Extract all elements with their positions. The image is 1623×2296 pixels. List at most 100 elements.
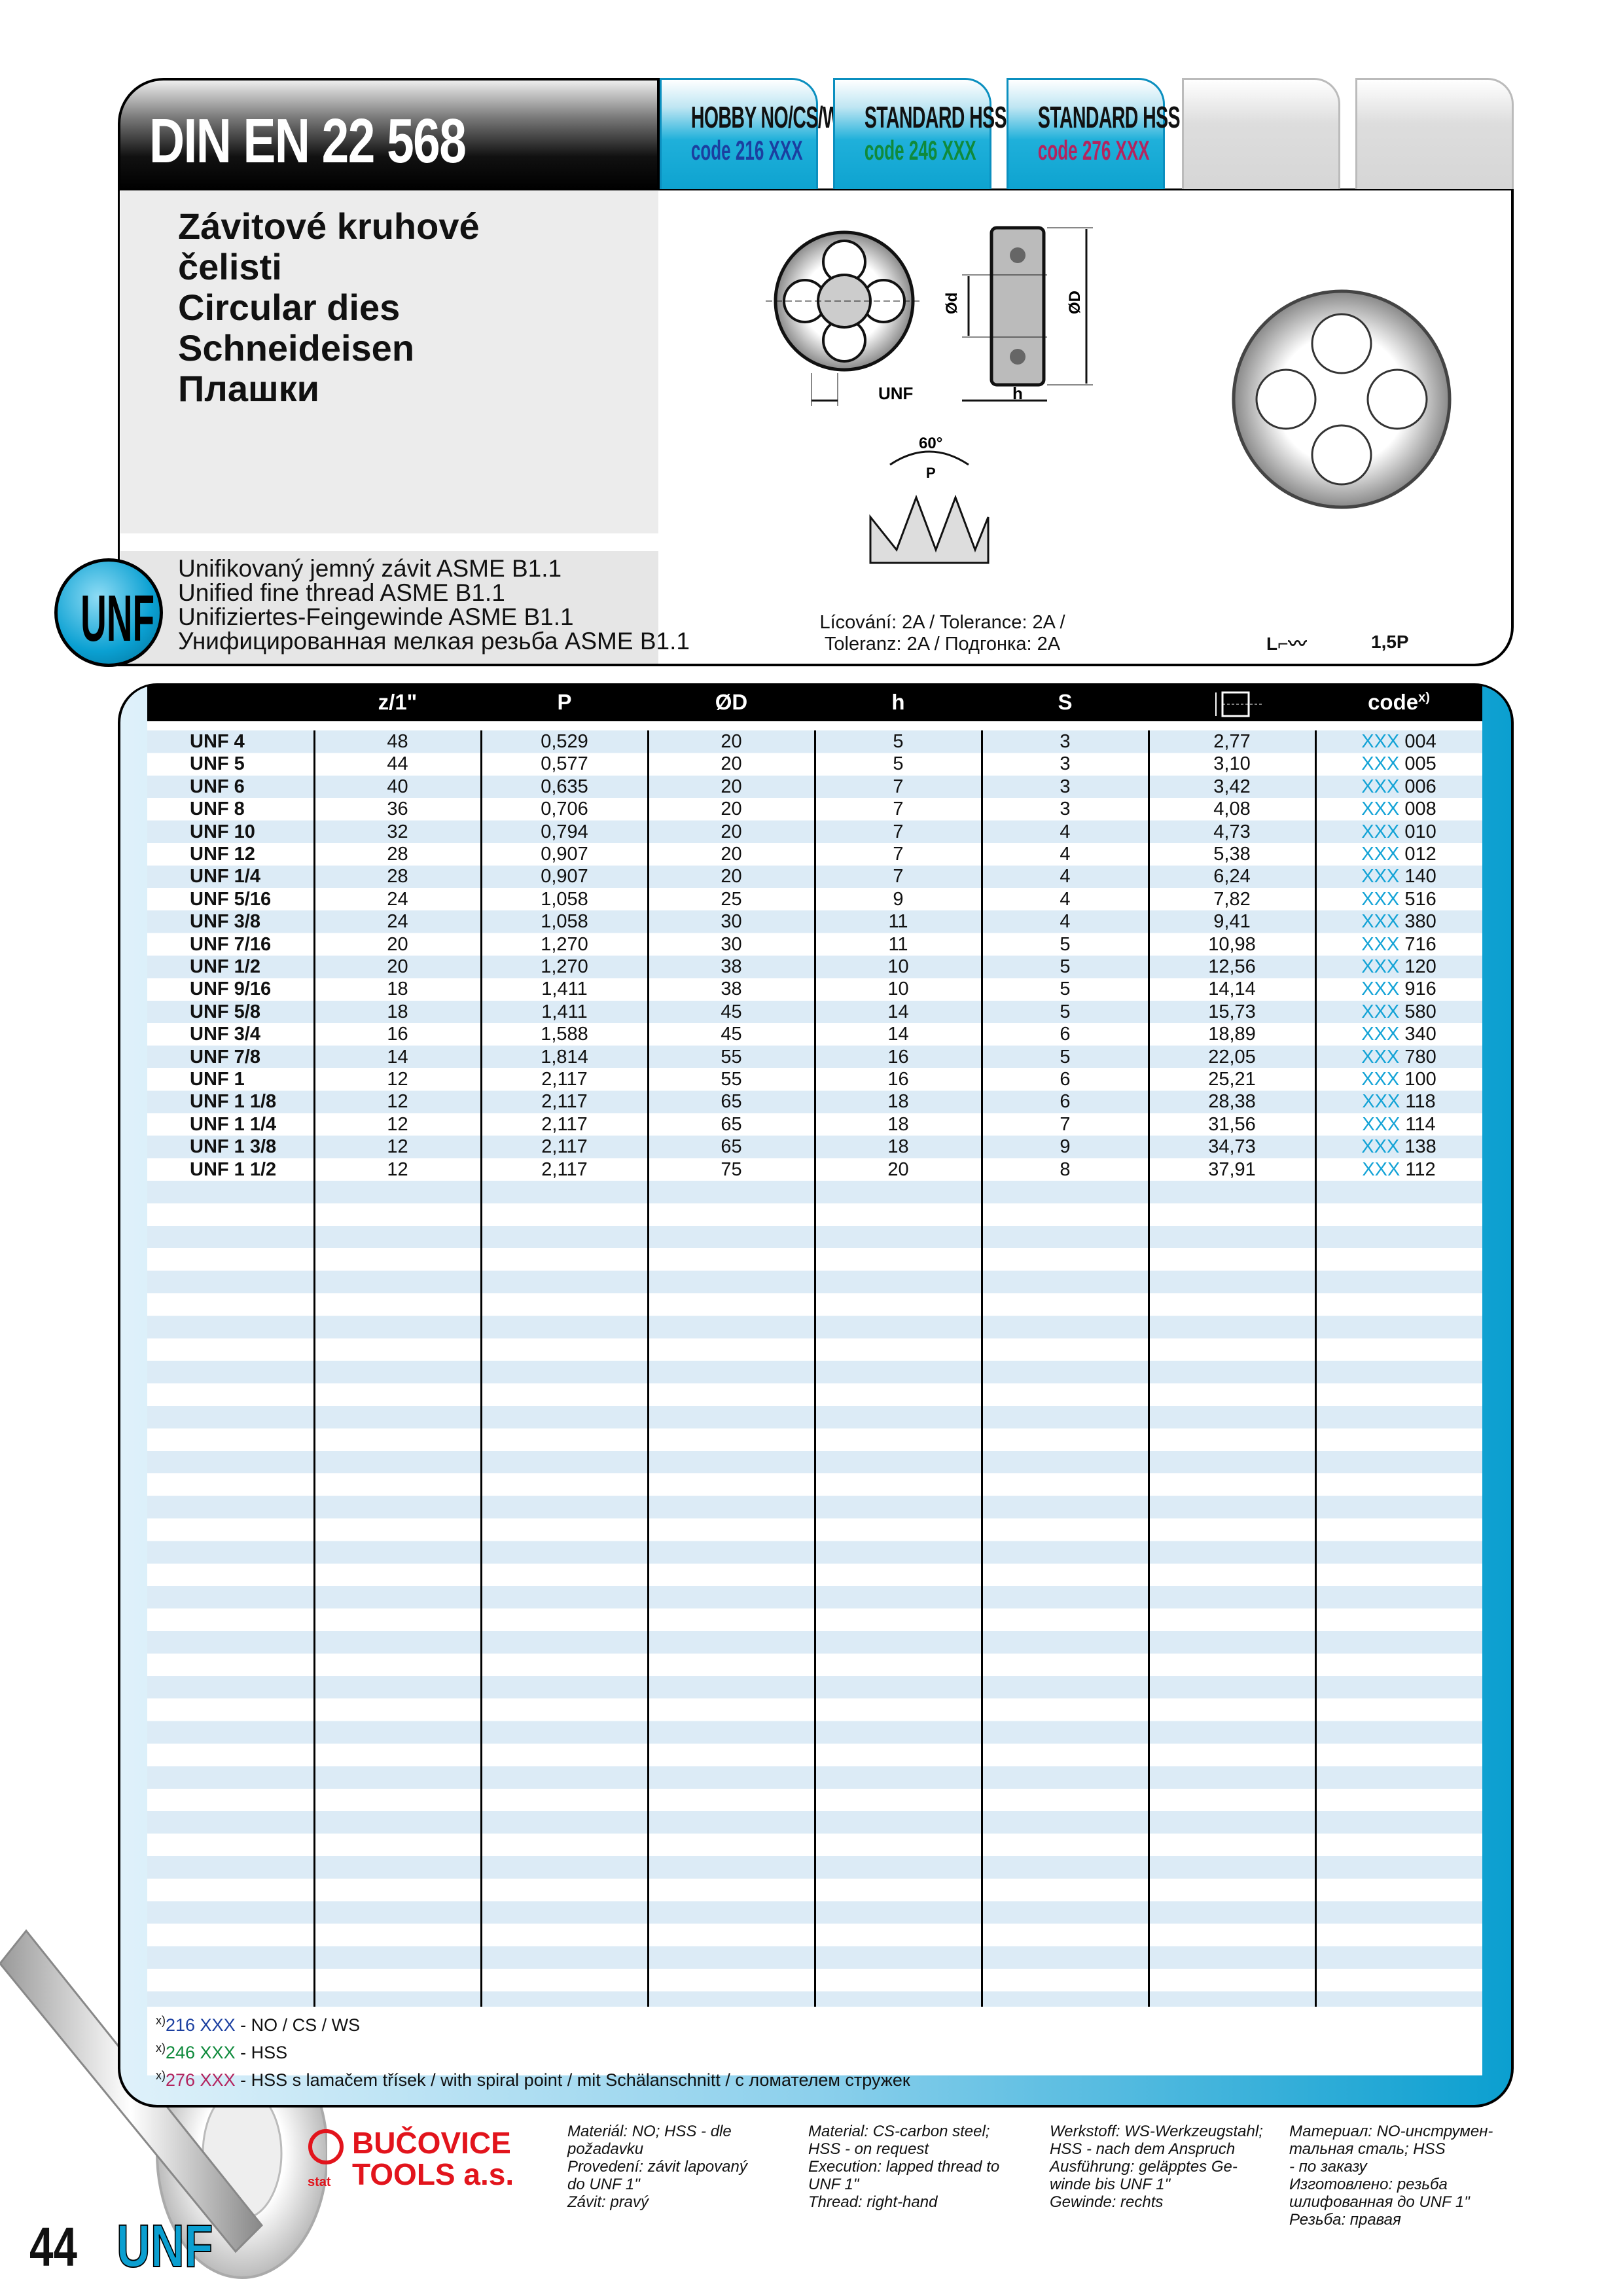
table-cell: 28,38 [1208,1091,1256,1113]
column-header: P [557,690,572,714]
product-name: čelisti [178,246,282,287]
table-cell: 31,56 [1208,1113,1256,1135]
table-cell: 1,270 [541,956,588,977]
table-cell: 30 [721,911,742,933]
table-row: UNF 1 1/2 12 2,117 75 20 8 37,91 XXX 112 [147,1158,1482,1181]
table-cell: XXX 916 [1361,978,1436,1000]
table-cell: XXX 380 [1361,911,1436,933]
unf-dim-label: UNF [878,384,913,403]
table-cell: 10 [887,956,909,977]
table-cell: 1,411 [541,1001,588,1022]
table-cell: 6,24 [1213,866,1251,888]
product-name: Schneideisen [178,327,415,368]
table-cell: 28 [387,866,408,888]
table-cell: XXX 140 [1361,866,1436,888]
table-cell: 12 [387,1136,408,1158]
product-names: Závitové kruhové čelisti Circular dies Schn… [178,206,480,409]
d-dim-label: Ød [943,293,961,314]
product-tab-5 [1355,78,1514,189]
D-dim-label: ØD [1066,291,1084,314]
footnotes: x)216 XXX - NO / CS / WS x)246 XXX - HSS x… [156,2009,910,2092]
table-cell: XXX 138 [1361,1136,1436,1158]
product-name: Circular dies [178,287,401,328]
footnote: x)276 XXX - HSS s lamačem třísek / with … [156,2069,910,2090]
table-row: UNF 1/4 28 0,907 20 7 4 6,24 XXX 140 [147,865,1482,888]
table-cell: 7 [893,798,904,820]
column-header: ØD [715,690,748,714]
table-cell: XXX 580 [1361,1001,1436,1022]
column-divider [981,730,983,2007]
table-cell: 65 [721,1091,742,1113]
column-divider [814,730,816,2007]
table-cell: XXX 340 [1361,1024,1436,1045]
table-cell: 38 [721,978,742,1000]
table-row: UNF 10 32 0,794 20 7 4 4,73 XXX 010 [147,821,1482,843]
table-cell: UNF 5/16 [190,888,272,910]
table-cell: 24 [387,888,408,910]
table-cell: 32 [387,821,408,842]
table-cell: 20 [721,798,742,820]
product-tab-4 [1182,78,1340,189]
table-cell: 14 [887,1001,909,1022]
table-cell: XXX 012 [1361,844,1436,865]
table-cell: UNF 1 [190,1069,245,1090]
table-cell: UNF 4 [190,731,245,752]
table-cell: 12 [387,1069,408,1090]
table-cell: 30 [721,933,742,955]
table-cell: 0,635 [541,776,588,797]
footnote: x)246 XXX - HSS [156,2041,288,2062]
table-cell: UNF 1/4 [190,866,260,888]
table-cell: XXX 114 [1362,1113,1436,1135]
table-cell: UNF 1 1/4 [190,1113,277,1135]
table-cell: 18 [387,1001,408,1022]
table-cell: 3,42 [1213,776,1251,797]
table-cell: 36 [387,798,408,820]
table-cell: 11 [888,911,908,933]
table-cell: UNF 6 [190,776,245,797]
table-cell: XXX 010 [1361,821,1436,842]
column-header: codex) [1368,690,1430,714]
table-row: UNF 1 1/8 12 2,117 65 18 6 28,38 XXX 118 [147,1090,1482,1113]
chamfer-icon: L⌐〰 [1266,634,1307,654]
table-cell: 20 [721,731,742,752]
tab-code: code 276 XXX [1037,135,1150,166]
table-cell: 45 [721,1024,742,1045]
table-cell: 5 [893,753,904,775]
table-cell: 6 [1060,1091,1071,1113]
table-cell: 3 [1060,776,1071,797]
h-dim-label: h [1012,384,1023,403]
table-cell: 12,56 [1208,956,1256,977]
table-cell: XXX 008 [1361,798,1436,820]
table-cell: 7 [1060,1113,1071,1135]
table-row: UNF 3/4 16 1,588 45 14 6 18,89 XXX 340 [147,1023,1482,1045]
column-divider [1148,730,1150,2007]
table-cell: XXX 112 [1362,1158,1436,1180]
table-cell: UNF 3/8 [190,911,260,933]
die-front-view [766,230,923,406]
table-cell: 5 [1060,978,1071,1000]
table-cell: 2,117 [541,1113,588,1135]
table-cell: 1,270 [541,933,588,955]
footer-spec-column: Materiál: NO; HSS - dle požadavku Proveden… [567,2123,747,2211]
standard-title-box: DIN EN 22 568 [118,78,660,189]
footer-spec-column: Werkstoff: WS-Werkzeugstahl; HSS - nach d… [1050,2123,1263,2211]
table-cell: 5,38 [1213,844,1251,865]
table-cell: UNF 7/16 [190,933,272,955]
table-cell: 6 [1060,1024,1071,1045]
table-cell: 0,907 [541,866,588,888]
table-cell: UNF 9/16 [190,978,272,1000]
unf-badge: UNF [54,558,163,667]
table-cell: 18 [387,978,408,1000]
product-tab-3: STANDARD HSS code 276 XXX [1007,78,1180,189]
product-name: Závitové kruhové [178,206,480,247]
table-row: UNF 9/16 18 1,411 38 10 5 14,14 XXX 916 [147,978,1482,1000]
table-row: UNF 12 28 0,907 20 7 4 5,38 XXX 012 [147,843,1482,865]
table-cell: 38 [721,956,742,977]
table-cell: 9 [1060,1136,1071,1158]
table-cell: 14 [387,1046,408,1067]
table-row: UNF 3/8 24 1,058 30 11 4 9,41 XXX 380 [147,910,1482,933]
table-cell: 55 [721,1046,742,1067]
footer-spec-column: Материал: NO-инструмен-тальная сталь; HS… [1289,2123,1493,2229]
table-row: UNF 5 44 0,577 20 5 3 3,10 XXX 005 [147,753,1482,775]
thread-profile [869,450,990,564]
